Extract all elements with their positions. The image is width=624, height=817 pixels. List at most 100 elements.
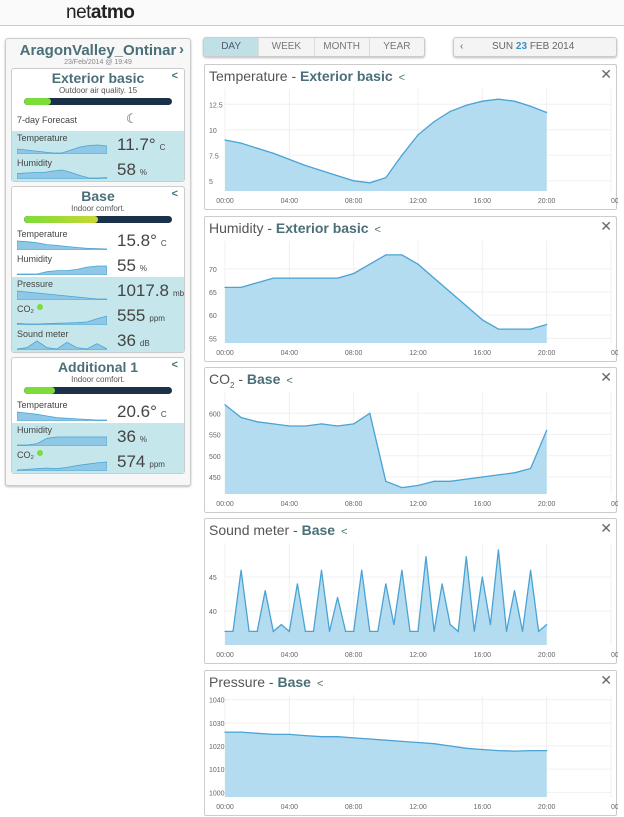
measure-label: Temperature [17, 400, 68, 410]
measure-row[interactable]: Humidity 55% [12, 252, 184, 277]
chart-title: Temperature - Exterior basic < [209, 68, 406, 84]
x-tick-label: 16:00 [474, 804, 492, 811]
module-card-additional-1[interactable]: Additional 1 < Indoor comfort. Temperatur… [11, 357, 185, 474]
data-point [353, 630, 355, 632]
x-tick-label: 08:00 [345, 501, 363, 508]
data-point [336, 736, 339, 738]
data-point [546, 429, 548, 431]
measure-value: 58 [117, 160, 136, 179]
measure-row[interactable]: Humidity 58% [12, 156, 184, 181]
module-card-exterior-basic[interactable]: Exterior basic < Outdoor air quality. 15 … [11, 68, 185, 182]
data-point [256, 732, 258, 734]
data-point [433, 121, 435, 123]
data-point [513, 750, 516, 752]
moon-icon: ☾ [126, 111, 138, 126]
close-icon[interactable]: ✕ [600, 520, 612, 536]
data-point [312, 630, 315, 632]
data-point [320, 736, 323, 738]
measure-value: 574 [117, 452, 146, 471]
data-point [353, 737, 355, 739]
date-selector[interactable]: ‹ SUN 23 FEB 2014 [453, 37, 617, 57]
close-icon[interactable]: ✕ [600, 66, 612, 82]
data-point [320, 423, 323, 425]
data-point [272, 277, 274, 279]
share-icon[interactable]: < [171, 70, 178, 82]
y-tick-label: 1010 [209, 767, 225, 774]
module-subtitle: Outdoor air quality. 15 [58, 86, 138, 95]
measure-row[interactable]: CO₂ 574 ppm [12, 448, 184, 473]
data-point [529, 467, 532, 470]
data-point [481, 100, 483, 102]
data-point [224, 286, 226, 288]
measure-row[interactable]: Temperature 20.6° C [12, 398, 184, 423]
y-tick-label: 550 [209, 433, 221, 440]
data-point [272, 630, 274, 632]
data-point [513, 590, 516, 592]
y-tick-label: 60 [209, 313, 217, 320]
measure-row[interactable]: Humidity 36% [12, 423, 184, 448]
measure-label: CO₂ [17, 304, 34, 314]
data-point [248, 630, 250, 632]
data-point [481, 576, 483, 578]
status-dot [37, 450, 43, 456]
data-point [328, 630, 331, 632]
data-point [538, 630, 540, 632]
y-tick-label: 1020 [209, 744, 225, 751]
x-tick-label: 08:00 [345, 198, 363, 205]
tab-day[interactable]: DAY [204, 38, 260, 56]
share-icon[interactable]: < [398, 72, 406, 84]
data-point [433, 743, 435, 745]
measure-row[interactable]: Temperature 15.8° C [12, 227, 184, 252]
chart-panel-sound-meter: 00:0004:0008:0012:0016:0020:0000:004045 … [204, 518, 618, 664]
measure-row[interactable]: CO₂ 555 ppm [12, 302, 184, 327]
sparkline [16, 265, 108, 276]
module-card-base[interactable]: Base < Indoor comfort. Temperature 15.8° C… [11, 186, 185, 353]
forecast-label: 7-day Forecast [17, 115, 78, 125]
data-point [513, 328, 516, 330]
data-point [497, 328, 500, 330]
measure-row[interactable]: Temperature 11.7° C [12, 131, 184, 156]
data-point [385, 254, 387, 256]
netatmo-logo[interactable]: netatmo [66, 2, 135, 23]
close-icon[interactable]: ✕ [600, 218, 612, 234]
data-point [481, 476, 483, 478]
module-name: Exterior basic [51, 70, 145, 86]
share-icon[interactable]: < [286, 375, 293, 387]
x-tick-label: 00:00 [216, 501, 234, 508]
data-point [336, 175, 339, 177]
x-tick-label: 08:00 [345, 804, 363, 811]
data-point [473, 630, 475, 632]
data-point [529, 105, 532, 107]
data-point [288, 425, 290, 427]
measure-label: Humidity [17, 158, 53, 168]
measure-row[interactable]: Pressure 1017.8 mb [12, 277, 184, 302]
data-point [224, 630, 226, 632]
data-point [417, 630, 419, 632]
tab-week[interactable]: WEEK [259, 38, 315, 56]
data-point [336, 277, 339, 279]
x-tick-label: 04:00 [281, 804, 299, 811]
close-icon[interactable]: ✕ [600, 369, 612, 385]
data-point [304, 164, 307, 167]
chevron-right-icon[interactable]: › [179, 41, 184, 58]
tab-month[interactable]: MONTH [315, 38, 370, 56]
data-point [401, 487, 403, 489]
station-name[interactable]: AragonValley_Ontinar › [19, 41, 184, 59]
data-point [256, 282, 258, 284]
share-icon[interactable]: < [171, 188, 178, 200]
share-icon[interactable]: < [374, 224, 381, 236]
tab-year[interactable]: YEAR [383, 41, 411, 52]
chevron-left-icon[interactable]: ‹ [460, 41, 464, 52]
y-tick-label: 1000 [209, 790, 225, 797]
x-tick-label: 04:00 [281, 501, 299, 508]
share-icon[interactable]: < [316, 678, 324, 690]
data-point [296, 583, 298, 585]
share-icon[interactable]: < [341, 526, 348, 538]
share-icon[interactable]: < [171, 359, 178, 371]
measure-row[interactable]: Sound meter 36 dB [12, 327, 184, 352]
sparkline [16, 290, 108, 301]
close-icon[interactable]: ✕ [600, 672, 612, 688]
measure-value: 36 [117, 427, 136, 446]
x-tick-label: 08:00 [345, 350, 363, 357]
data-point [385, 739, 387, 741]
